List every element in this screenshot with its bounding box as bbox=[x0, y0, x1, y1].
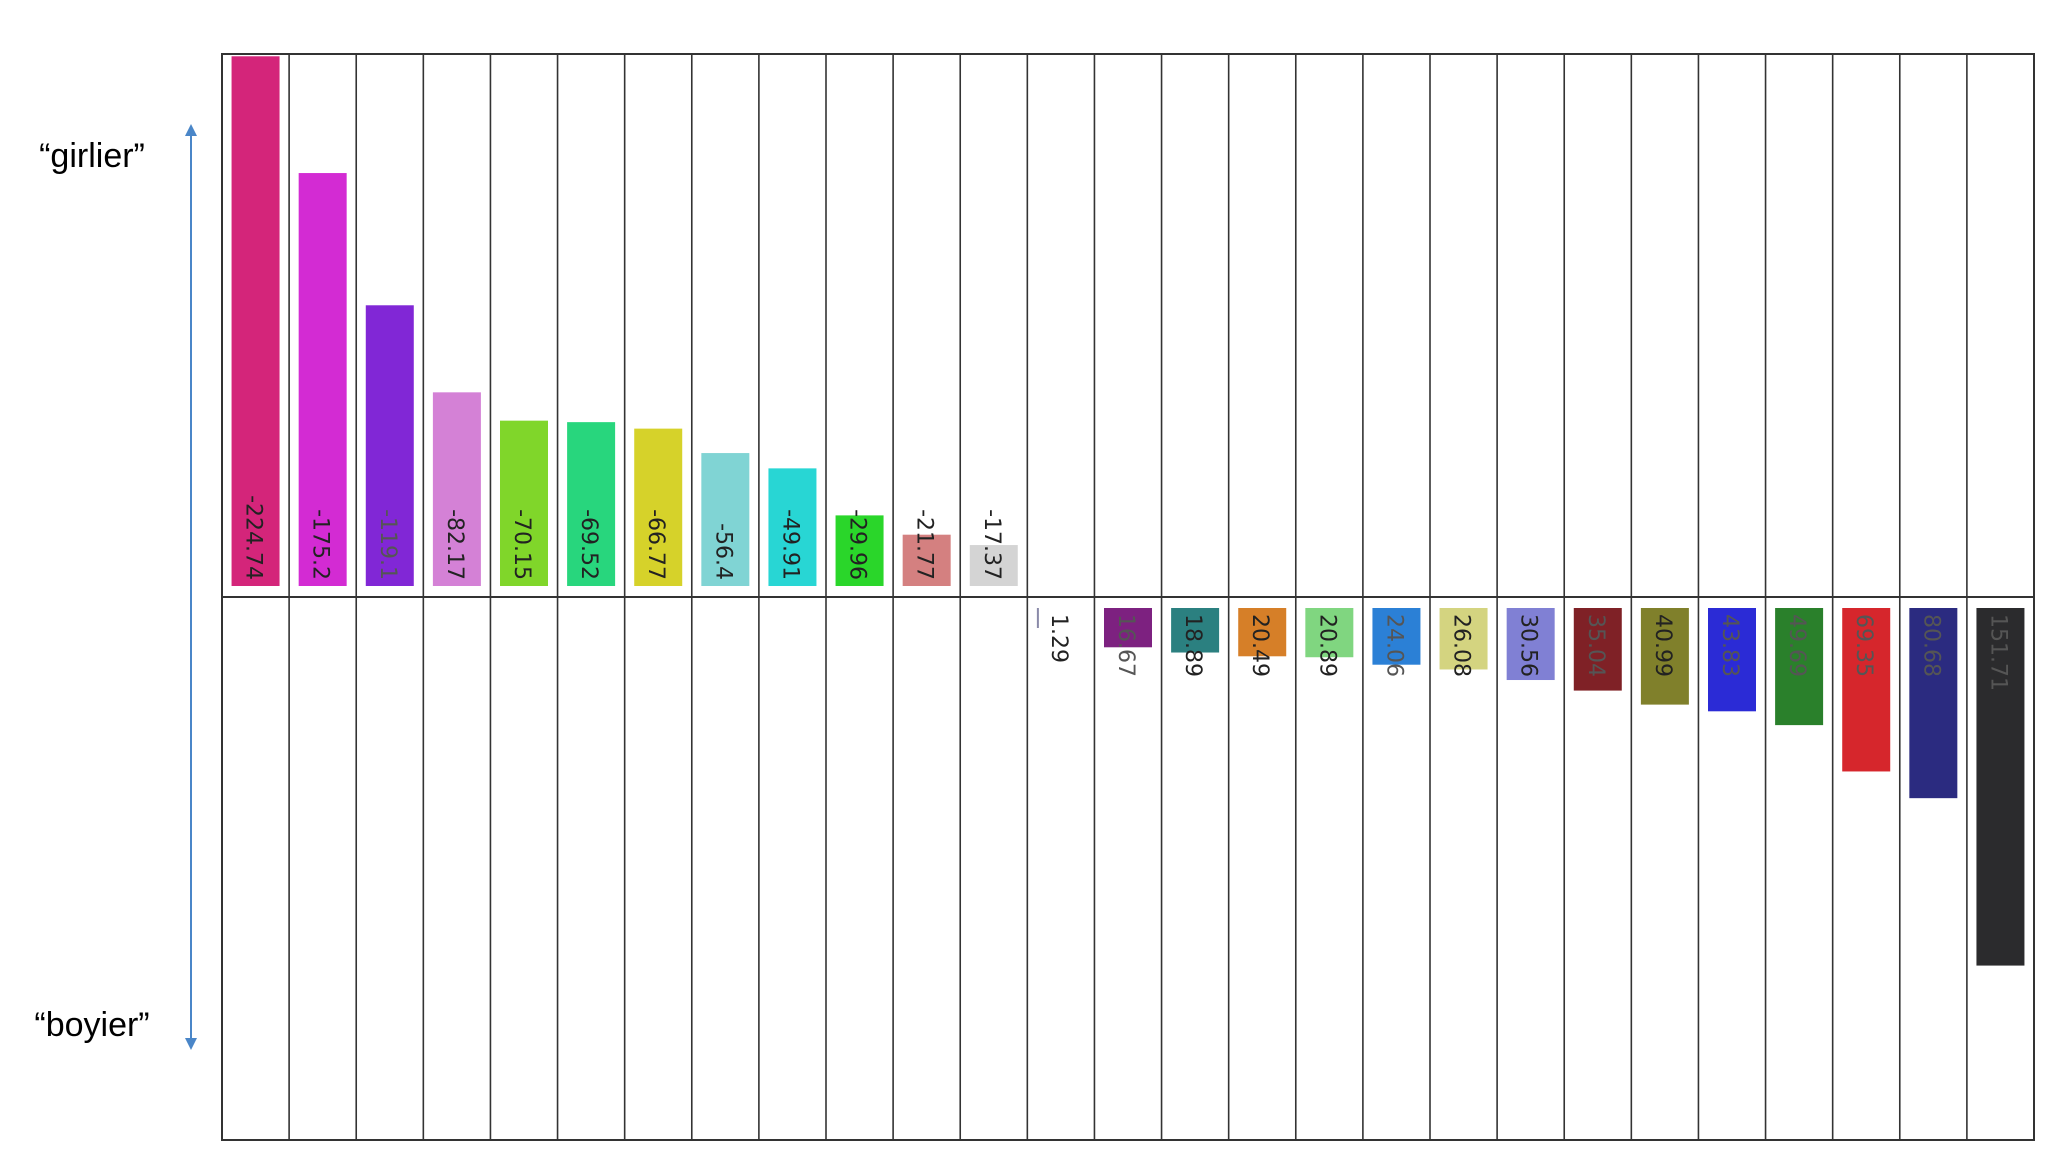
bar bbox=[1439, 608, 1488, 670]
data-label: -49.91 bbox=[777, 509, 802, 580]
bar bbox=[1640, 608, 1689, 705]
data-label: 30.56 bbox=[1516, 614, 1541, 677]
data-label: 49.69 bbox=[1784, 614, 1809, 677]
bar bbox=[1171, 608, 1220, 653]
bar bbox=[1506, 608, 1555, 681]
bar bbox=[701, 453, 750, 586]
arrow-head-up bbox=[185, 124, 197, 136]
data-label: 18.89 bbox=[1180, 614, 1205, 677]
bar bbox=[1842, 608, 1891, 772]
bar bbox=[1573, 608, 1622, 691]
data-label: -21.77 bbox=[912, 509, 937, 580]
bottom-axis-label: “boyier” bbox=[34, 1006, 149, 1044]
bar bbox=[365, 305, 414, 586]
bar bbox=[1909, 608, 1958, 799]
bar bbox=[835, 515, 884, 586]
data-label: 40.99 bbox=[1650, 614, 1675, 677]
data-label: -70.15 bbox=[509, 509, 534, 580]
data-label: 35.04 bbox=[1583, 614, 1608, 677]
bar bbox=[768, 468, 817, 586]
bar bbox=[1238, 608, 1287, 657]
bar bbox=[1036, 608, 1039, 628]
data-labels-group: -224.74 -175.2 -119.1 -82.17 -70.15 -69.52 -66… bbox=[241, 495, 2011, 691]
bar bbox=[1976, 608, 2025, 966]
data-label: 26.08 bbox=[1449, 614, 1474, 677]
data-label: -66.77 bbox=[643, 509, 668, 580]
data-label: -119.1 bbox=[375, 509, 400, 580]
data-label: 20.49 bbox=[1247, 614, 1272, 677]
data-label: 16.67 bbox=[1113, 614, 1138, 677]
gender-scale-arrow bbox=[185, 124, 197, 1050]
data-label: 24.06 bbox=[1381, 614, 1406, 677]
bars-group bbox=[231, 56, 2025, 966]
data-label: -175.2 bbox=[308, 509, 333, 580]
bar bbox=[1372, 608, 1421, 665]
bar bbox=[231, 56, 280, 586]
data-label: -224.74 bbox=[241, 495, 266, 580]
data-label: 43.83 bbox=[1717, 614, 1742, 677]
data-label: -29.96 bbox=[845, 509, 870, 580]
data-label: -82.17 bbox=[442, 509, 467, 580]
data-label: -69.52 bbox=[576, 509, 601, 580]
data-label: 80.68 bbox=[1918, 614, 1943, 677]
top-axis-label: “girlier” bbox=[39, 137, 145, 175]
grid-lines bbox=[221, 53, 2035, 1141]
data-label: -56.4 bbox=[710, 523, 735, 580]
data-label: 69.35 bbox=[1851, 614, 1876, 677]
bar bbox=[1708, 608, 1756, 712]
bar bbox=[902, 534, 951, 586]
bar bbox=[432, 392, 481, 586]
bar bbox=[1775, 608, 1824, 726]
arrow-head-down bbox=[185, 1038, 197, 1050]
bar bbox=[500, 420, 548, 586]
bar bbox=[1104, 608, 1152, 648]
bar bbox=[634, 428, 683, 586]
bar bbox=[969, 545, 1018, 586]
bar bbox=[1305, 608, 1354, 658]
bar bbox=[298, 173, 347, 587]
bar bbox=[567, 422, 616, 586]
data-label: 151.71 bbox=[1985, 614, 2010, 691]
data-label: 20.89 bbox=[1314, 614, 1339, 677]
data-label: 1.29 bbox=[1046, 614, 1071, 663]
data-label: -17.37 bbox=[979, 509, 1004, 580]
